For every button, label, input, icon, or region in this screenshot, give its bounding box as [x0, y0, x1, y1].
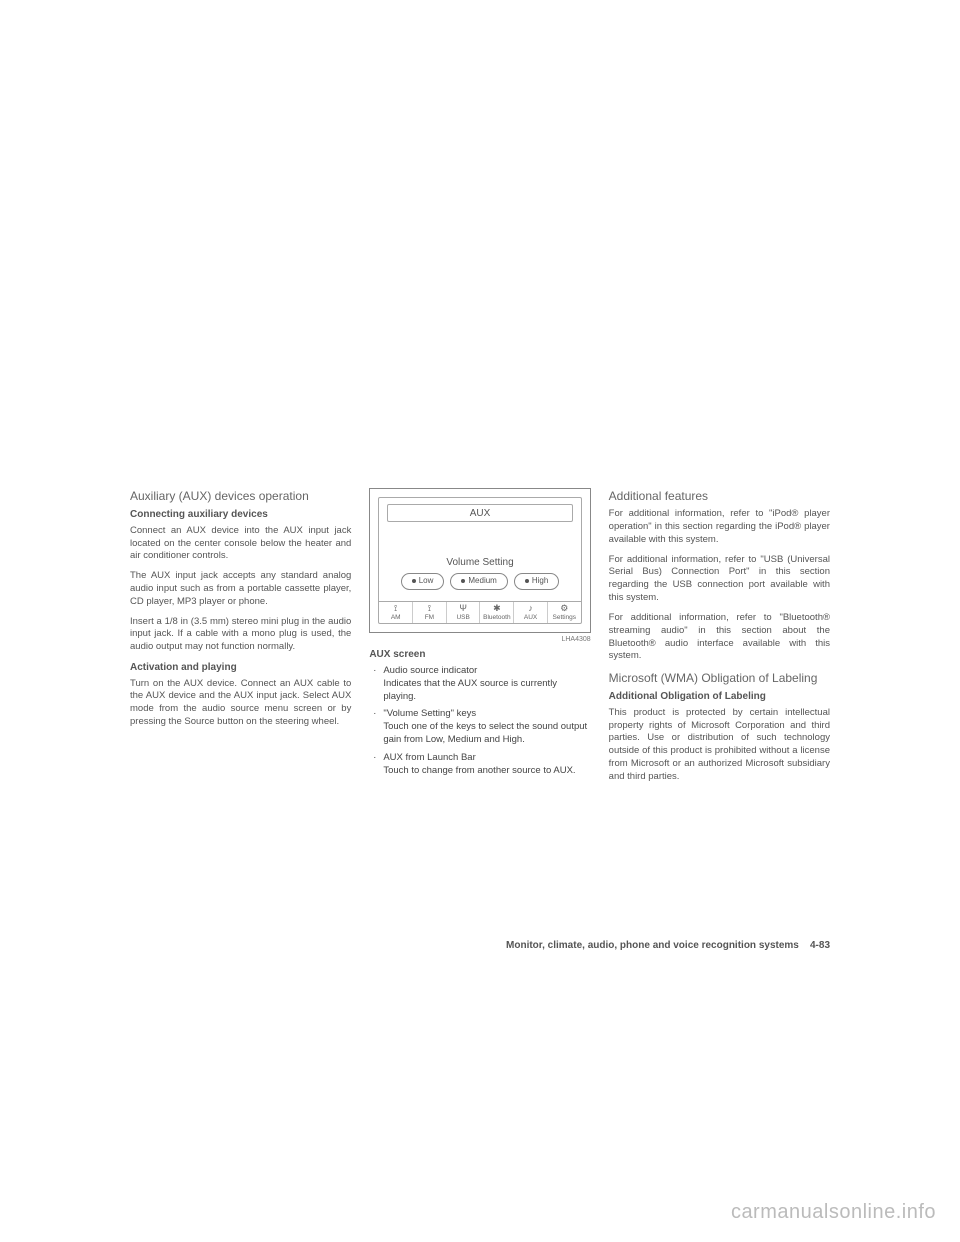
launch-label: AUX [524, 614, 537, 623]
paragraph: For additional information, refer to "US… [609, 554, 830, 605]
column-left: Auxiliary (AUX) devices operation Connec… [130, 488, 351, 791]
dot-icon [525, 579, 529, 583]
paragraph: Turn on the AUX device. Connect an AUX c… [130, 678, 351, 729]
launch-label: AM [391, 614, 401, 623]
bullet-list: Audio source indicator Indicates that th… [369, 665, 590, 778]
launch-label: USB [456, 614, 469, 623]
volume-high-button[interactable]: High [514, 573, 559, 590]
bullet-desc: Touch one of the keys to select the soun… [383, 721, 587, 745]
launch-label: Bluetooth [483, 614, 510, 623]
usb-icon: Ψ [459, 604, 467, 613]
volume-setting-label: Volume Setting [379, 556, 580, 570]
footer-section: Monitor, climate, audio, phone and voice… [506, 940, 799, 951]
bullet-title: "Volume Setting" keys [383, 708, 476, 719]
bullet-title: Audio source indicator [383, 665, 477, 676]
list-item: Audio source indicator Indicates that th… [377, 665, 590, 703]
button-label: Medium [468, 576, 496, 587]
bullet-title: AUX from Launch Bar [383, 752, 475, 763]
launch-bar: ⟟AM ⟟FM ΨUSB ✱Bluetooth ♪AUX ⚙Settings [379, 601, 580, 623]
subheading-obligation: Additional Obligation of Labeling [609, 690, 830, 704]
gear-icon: ⚙ [560, 604, 568, 613]
launch-settings-button[interactable]: ⚙Settings [548, 602, 581, 623]
aux-screen-figure: AUX Volume Setting Low Medium High ⟟AM ⟟… [369, 488, 590, 633]
paragraph: Insert a 1/8 in (3.5 mm) stereo mini plu… [130, 616, 351, 654]
paragraph: Connect an AUX device into the AUX input… [130, 525, 351, 563]
subheading-activation: Activation and playing [130, 661, 351, 675]
launch-fm-button[interactable]: ⟟FM [413, 602, 447, 623]
volume-buttons-row: Low Medium High [379, 573, 580, 590]
dot-icon [461, 579, 465, 583]
launch-bluetooth-button[interactable]: ✱Bluetooth [480, 602, 514, 623]
page-body: Auxiliary (AUX) devices operation Connec… [130, 488, 830, 791]
subheading-connecting: Connecting auxiliary devices [130, 508, 351, 522]
antenna-icon: ⟟ [394, 604, 397, 613]
watermark: carmanualsonline.info [731, 1201, 936, 1224]
launch-aux-button[interactable]: ♪AUX [514, 602, 548, 623]
paragraph: For additional information, refer to "iP… [609, 508, 830, 546]
subheading-aux-screen: AUX screen [369, 648, 590, 662]
dot-icon [412, 579, 416, 583]
aux-icon: ♪ [528, 604, 533, 613]
bullet-desc: Indicates that the AUX source is current… [383, 678, 557, 702]
heading-additional-features: Additional features [609, 488, 830, 504]
paragraph: The AUX input jack accepts any standard … [130, 570, 351, 608]
launch-am-button[interactable]: ⟟AM [379, 602, 413, 623]
launch-usb-button[interactable]: ΨUSB [447, 602, 481, 623]
page-footer: Monitor, climate, audio, phone and voice… [130, 940, 830, 951]
paragraph: For additional information, refer to "Bl… [609, 612, 830, 663]
aux-source-indicator: AUX [387, 504, 572, 522]
figure-code: LHA4308 [369, 635, 590, 644]
bluetooth-icon: ✱ [493, 604, 501, 613]
paragraph: This product is protected by certain int… [609, 707, 830, 784]
column-right: Additional features For additional infor… [609, 488, 830, 791]
launch-label: FM [425, 614, 434, 623]
footer-page-number: 4-83 [810, 940, 830, 951]
antenna-icon: ⟟ [428, 604, 431, 613]
button-label: Low [419, 576, 434, 587]
column-middle: AUX Volume Setting Low Medium High ⟟AM ⟟… [369, 488, 590, 791]
volume-medium-button[interactable]: Medium [450, 573, 507, 590]
screen-inner: AUX Volume Setting Low Medium High ⟟AM ⟟… [378, 497, 581, 624]
bullet-desc: Touch to change from another source to A… [383, 765, 575, 776]
heading-microsoft-wma: Microsoft (WMA) Obligation of Labeling [609, 670, 830, 686]
list-item: "Volume Setting" keys Touch one of the k… [377, 708, 590, 746]
launch-label: Settings [553, 614, 577, 623]
volume-low-button[interactable]: Low [401, 573, 445, 590]
heading-aux-operation: Auxiliary (AUX) devices operation [130, 488, 351, 504]
button-label: High [532, 576, 548, 587]
list-item: AUX from Launch Bar Touch to change from… [377, 752, 590, 778]
